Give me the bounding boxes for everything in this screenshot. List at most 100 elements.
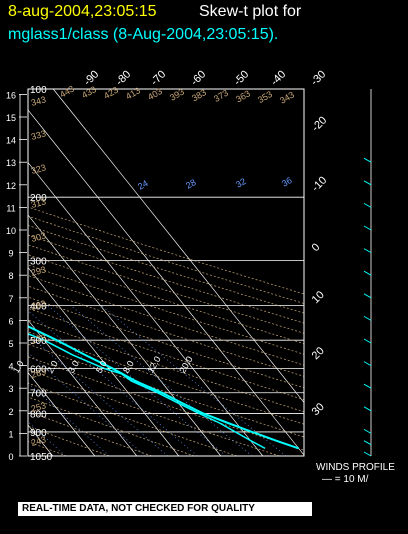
pressure-label-100: 100	[30, 85, 47, 96]
temp-tick-right: -20	[310, 114, 330, 134]
temp-tick-top: -40	[269, 68, 289, 88]
isotherm-line	[28, 319, 138, 456]
temp-tick-top: -90	[82, 68, 102, 88]
dry-adiabat	[28, 331, 304, 425]
pressure-label-400: 400	[30, 301, 47, 312]
theta-label-top: 363	[234, 88, 252, 104]
winds-profile-label: WINDS PROFILE	[316, 462, 395, 473]
isotherm-line	[28, 214, 222, 456]
wind-barb	[363, 203, 372, 208]
pressure-label-300: 300	[30, 256, 47, 267]
mixing-ratio-line	[28, 333, 169, 456]
mixing-ratio-label: 3.0	[66, 359, 81, 375]
height-tick-8: 8	[8, 271, 13, 281]
winds-scale-legend: — = 10 M/	[322, 474, 369, 485]
dry-adiabat	[28, 411, 152, 456]
height-tick-5: 5	[8, 339, 13, 349]
mixing-ratio-label: 8.0	[121, 359, 136, 375]
wind-barb	[363, 451, 372, 457]
theta-label-left: 323	[30, 162, 47, 176]
pressure-label-500: 500	[30, 336, 47, 347]
isotherm-line	[52, 89, 304, 404]
wind-barb	[363, 270, 372, 276]
theta-label-left: 293	[30, 264, 47, 278]
pressure-label-600: 600	[30, 365, 47, 376]
wind-barb	[363, 180, 372, 186]
dry-adiabat	[28, 244, 304, 334]
height-tick-12: 12	[6, 181, 16, 191]
dry-adiabat	[28, 206, 304, 295]
height-tick-14: 14	[6, 136, 16, 146]
theta-label-top: 343	[278, 90, 296, 106]
height-tick-6: 6	[8, 316, 13, 326]
height-tick-2: 2	[8, 407, 13, 417]
pressure-label-200: 200	[30, 193, 47, 204]
theta-label-left: 333	[30, 128, 47, 142]
dry-adiabat	[28, 254, 304, 344]
wind-barb	[363, 383, 372, 389]
mixing-ratio-label: 2.0	[45, 359, 60, 375]
title-datetime: 8-aug-2004,23:05:15	[8, 3, 157, 20]
theta-label-top: 443	[58, 84, 76, 100]
theta-label-top: 423	[102, 85, 120, 101]
isotherm-line	[28, 371, 96, 456]
height-tick-4: 4	[8, 362, 13, 372]
mixing-ratio-label: 12.0	[145, 355, 162, 375]
mixing-ratio-top-label: 32	[234, 176, 248, 190]
theta-label-top: 353	[256, 89, 274, 105]
dry-adiabat	[28, 264, 304, 355]
temp-tick-right: 20	[310, 345, 327, 362]
mixing-ratio-top-label: 28	[184, 177, 198, 191]
pressure-label-900: 900	[30, 428, 47, 439]
dry-adiabat	[28, 343, 304, 438]
height-tick-0: 0	[8, 452, 13, 462]
mixing-ratio-line	[70, 305, 253, 456]
temp-tick-top: -70	[149, 68, 169, 88]
theta-label-top: 413	[124, 85, 142, 101]
temperature-profile-line	[28, 325, 300, 450]
plot-frame	[27, 88, 305, 457]
theta-label-left: 343	[30, 94, 47, 108]
temp-tick-right: 10	[310, 289, 327, 306]
temp-tick-right: 0	[310, 241, 323, 254]
title-label: Skew-t plot for	[199, 3, 302, 20]
wind-barb	[363, 361, 372, 366]
temp-tick-top: -60	[189, 68, 209, 88]
temp-tick-top: -50	[232, 68, 252, 88]
mixing-ratio-line	[101, 305, 287, 456]
wind-barb	[363, 157, 372, 163]
theta-label-top: 373	[212, 88, 230, 104]
quality-notice: REAL-TIME DATA, NOT CHECKED FOR QUALITY	[18, 502, 312, 516]
height-tick-15: 15	[6, 113, 16, 123]
dewpoint-profile-line	[28, 333, 266, 450]
wind-barb	[363, 338, 372, 344]
mixing-ratio-line	[28, 382, 110, 456]
pressure-label-700: 700	[30, 389, 47, 400]
dry-adiabat	[28, 274, 304, 366]
wind-barb	[363, 248, 372, 253]
theta-label-left: 253	[30, 400, 47, 414]
dry-adiabat	[28, 369, 280, 456]
temp-tick-right: -10	[310, 174, 330, 194]
dry-adiabat	[28, 296, 304, 389]
wind-barb	[363, 406, 372, 412]
dry-adiabat	[28, 285, 304, 377]
dry-adiabat	[28, 319, 304, 413]
dry-adiabat	[28, 356, 304, 451]
height-tick-7: 7	[8, 294, 13, 304]
height-tick-1: 1	[8, 429, 13, 439]
dry-adiabat	[28, 225, 304, 314]
dry-adiabat	[28, 234, 304, 324]
wind-barb	[363, 429, 372, 434]
wind-barb	[363, 440, 372, 446]
height-tick-13: 13	[6, 158, 16, 168]
wind-barb	[363, 293, 372, 299]
temp-tick-top: -30	[309, 68, 329, 88]
mixing-ratio-label: 20.0	[177, 355, 194, 375]
theta-label-left: 303	[30, 230, 47, 244]
theta-label-left: 283	[30, 298, 47, 312]
theta-label-left: 243	[30, 434, 47, 448]
height-tick-10: 10	[6, 226, 16, 236]
